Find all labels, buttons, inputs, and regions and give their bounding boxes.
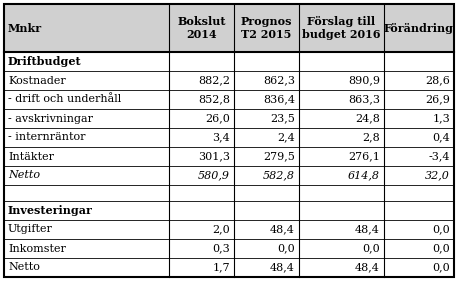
Text: 48,4: 48,4 [269,263,294,272]
Text: 0,3: 0,3 [212,243,230,253]
Text: 48,4: 48,4 [354,224,379,235]
Text: 24,8: 24,8 [354,113,379,124]
Text: 48,4: 48,4 [354,263,379,272]
Text: 279,5: 279,5 [263,152,294,162]
Text: 3,4: 3,4 [212,132,230,142]
Text: 26,9: 26,9 [424,95,449,105]
Text: Investeringar: Investeringar [8,205,93,216]
Text: 0,0: 0,0 [431,243,449,253]
Text: Driftbudget: Driftbudget [8,56,81,67]
Text: Netto: Netto [8,170,40,181]
Text: Utgifter: Utgifter [8,224,53,235]
Text: 0,4: 0,4 [431,132,449,142]
Text: 862,3: 862,3 [263,76,294,85]
Text: - internräntor: - internräntor [8,132,85,142]
Text: 23,5: 23,5 [269,113,294,124]
Text: 2,0: 2,0 [212,224,230,235]
Text: 836,4: 836,4 [263,95,294,105]
Text: - drift och underhåll: - drift och underhåll [8,95,121,105]
Text: 1,7: 1,7 [212,263,230,272]
Text: Intäkter: Intäkter [8,152,54,162]
Text: 26,0: 26,0 [205,113,230,124]
Text: 2,4: 2,4 [277,132,294,142]
Text: Inkomster: Inkomster [8,243,66,253]
Text: 614,8: 614,8 [347,170,379,181]
Text: - avskrivningar: - avskrivningar [8,113,93,124]
Text: 0,0: 0,0 [362,243,379,253]
Text: 32,0: 32,0 [424,170,449,181]
Text: 0,0: 0,0 [431,224,449,235]
Text: Förändring: Förändring [383,23,453,34]
Text: 580,9: 580,9 [197,170,230,181]
Text: Netto: Netto [8,263,40,272]
Text: 890,9: 890,9 [347,76,379,85]
Text: -3,4: -3,4 [428,152,449,162]
Bar [4,4,453,52]
Bar [4,4,453,277]
Text: Prognos
T2 2015: Prognos T2 2015 [240,16,291,40]
Text: 0,0: 0,0 [277,243,294,253]
Text: 863,3: 863,3 [347,95,379,105]
Text: 2,8: 2,8 [362,132,379,142]
Text: Mnkr: Mnkr [8,23,42,34]
Text: 301,3: 301,3 [197,152,230,162]
Text: Bokslut
2014: Bokslut 2014 [177,16,225,40]
Text: Kostnader: Kostnader [8,76,66,85]
Text: 0,0: 0,0 [431,263,449,272]
Text: 582,8: 582,8 [263,170,294,181]
Text: 28,6: 28,6 [424,76,449,85]
Text: Förslag till
budget 2016: Förslag till budget 2016 [302,16,380,40]
Text: 48,4: 48,4 [269,224,294,235]
Text: 882,2: 882,2 [197,76,230,85]
Text: 1,3: 1,3 [431,113,449,124]
Text: 276,1: 276,1 [347,152,379,162]
Text: 852,8: 852,8 [197,95,230,105]
